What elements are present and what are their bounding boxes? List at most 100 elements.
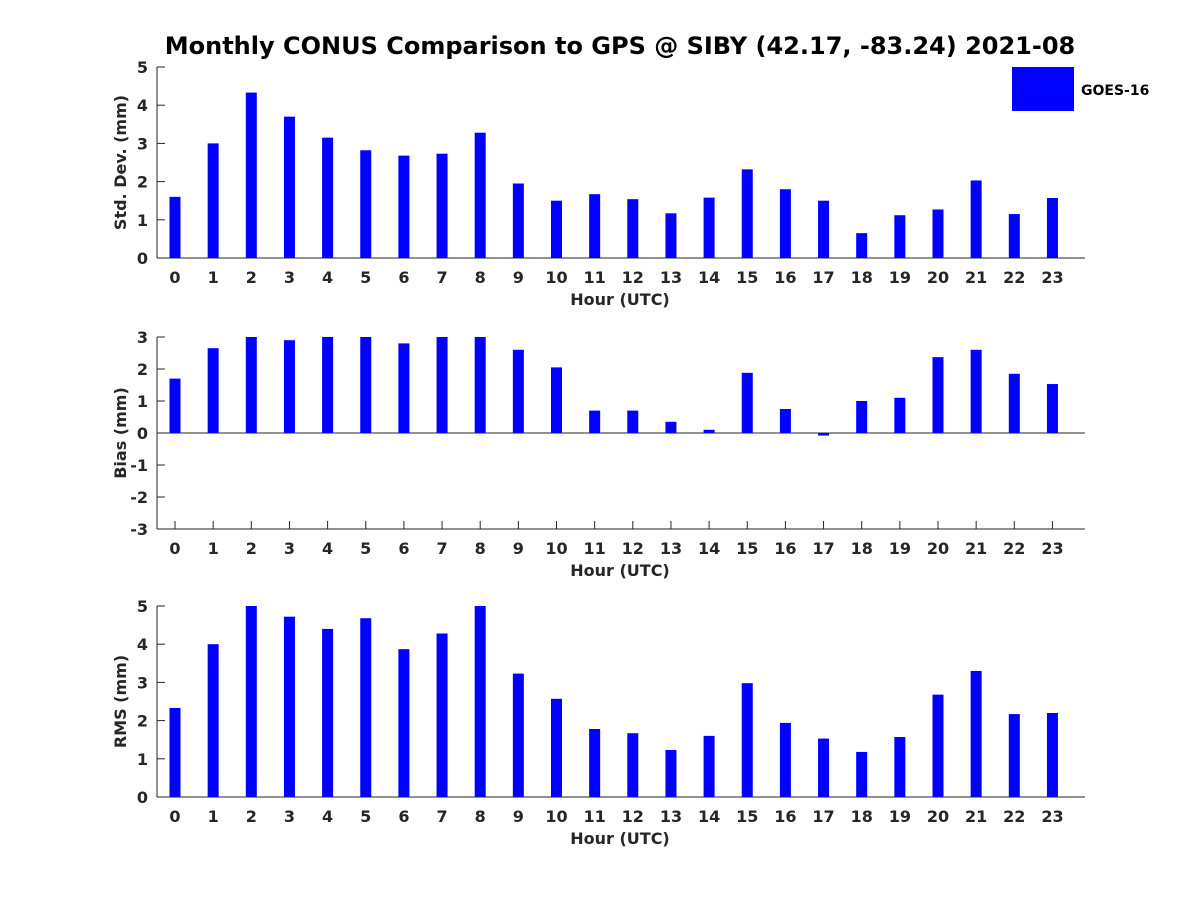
- x-tick-label: 13: [660, 268, 682, 287]
- y-tick-label: -3: [130, 520, 148, 539]
- x-tick-label: 10: [545, 539, 567, 558]
- bar: [474, 337, 486, 433]
- y-tick-label: 5: [137, 58, 148, 77]
- x-tick-label: 0: [169, 539, 180, 558]
- x-tick-label: 17: [812, 268, 834, 287]
- x-tick-label: 10: [545, 268, 567, 287]
- x-tick-label: 13: [660, 539, 682, 558]
- x-tick-label: 18: [851, 539, 873, 558]
- x-tick-label: 13: [660, 807, 682, 826]
- bar: [1008, 714, 1020, 797]
- x-tick-label: 14: [698, 539, 720, 558]
- bar: [589, 729, 601, 797]
- bar: [818, 433, 830, 436]
- bar: [665, 750, 677, 797]
- x-tick-label: 21: [965, 539, 987, 558]
- bar: [856, 751, 868, 797]
- x-tick-label: 20: [927, 807, 949, 826]
- x-tick-label: 2: [246, 807, 257, 826]
- x-tick-label: 17: [812, 539, 834, 558]
- x-tick-label: 6: [398, 268, 409, 287]
- x-tick-label: 18: [851, 268, 873, 287]
- bar: [703, 735, 715, 797]
- bar: [512, 183, 524, 258]
- bar: [741, 169, 753, 258]
- bar: [894, 397, 906, 433]
- bar: [436, 337, 448, 433]
- bar: [207, 348, 219, 433]
- bar: [741, 683, 753, 797]
- x-tick-label: 4: [322, 807, 333, 826]
- bar: [551, 200, 562, 258]
- x-tick-label: 12: [622, 807, 644, 826]
- x-tick-label: 2: [246, 268, 257, 287]
- x-tick-label: 16: [774, 268, 796, 287]
- bar: [245, 92, 257, 259]
- bar: [207, 143, 219, 258]
- bar: [551, 367, 562, 433]
- x-tick-label: 15: [736, 807, 758, 826]
- y-tick-label: 3: [137, 673, 148, 692]
- x-tick-label: 8: [475, 268, 486, 287]
- x-tick-label: 11: [584, 539, 606, 558]
- bar: [283, 340, 295, 433]
- x-tick-label: 22: [1003, 268, 1025, 287]
- x-tick-label: 20: [927, 539, 949, 558]
- y-tick-label: 0: [137, 788, 148, 807]
- y-tick-label: 1: [137, 211, 148, 230]
- y-axis-label: Std. Dev. (mm): [111, 95, 130, 230]
- y-tick-label: 5: [137, 597, 148, 616]
- x-tick-label: 15: [736, 539, 758, 558]
- x-tick-label: 23: [1041, 268, 1063, 287]
- bar: [207, 644, 219, 797]
- y-axis-label: RMS (mm): [111, 655, 130, 748]
- x-tick-label: 23: [1041, 807, 1063, 826]
- x-tick-label: 0: [169, 268, 180, 287]
- x-tick-label: 14: [698, 268, 720, 287]
- bar: [436, 153, 448, 258]
- bar: [932, 357, 944, 433]
- y-tick-label: 3: [137, 328, 148, 347]
- y-axis-label: Bias (mm): [111, 387, 130, 479]
- bar: [245, 337, 257, 433]
- bar: [970, 180, 982, 258]
- bar: [1046, 712, 1058, 797]
- x-tick-label: 19: [889, 539, 911, 558]
- x-tick-label: 16: [774, 807, 796, 826]
- bar: [322, 337, 334, 433]
- x-tick-label: 9: [513, 268, 524, 287]
- bar: [398, 649, 410, 797]
- x-tick-label: 8: [475, 807, 486, 826]
- x-tick-label: 12: [622, 268, 644, 287]
- bar: [856, 233, 868, 258]
- x-tick-label: 3: [284, 807, 295, 826]
- x-tick-label: 1: [208, 539, 219, 558]
- x-tick-label: 20: [927, 268, 949, 287]
- bar: [627, 199, 639, 258]
- x-tick-label: 5: [360, 807, 371, 826]
- bar: [436, 633, 448, 797]
- x-tick-label: 4: [322, 539, 333, 558]
- bar: [169, 378, 181, 433]
- x-tick-label: 22: [1003, 807, 1025, 826]
- x-tick-label: 21: [965, 268, 987, 287]
- x-tick-label: 11: [584, 807, 606, 826]
- bar: [779, 722, 791, 797]
- y-tick-label: 3: [137, 134, 148, 153]
- x-axis-label: Hour (UTC): [570, 829, 670, 848]
- legend-swatch: [1012, 67, 1074, 111]
- bar: [169, 196, 181, 258]
- bar: [474, 606, 486, 797]
- x-tick-label: 15: [736, 268, 758, 287]
- bar: [398, 155, 410, 258]
- x-tick-label: 18: [851, 807, 873, 826]
- x-tick-label: 6: [398, 807, 409, 826]
- bar: [932, 209, 944, 258]
- bar: [627, 410, 639, 433]
- bar: [665, 421, 677, 433]
- x-tick-label: 3: [284, 268, 295, 287]
